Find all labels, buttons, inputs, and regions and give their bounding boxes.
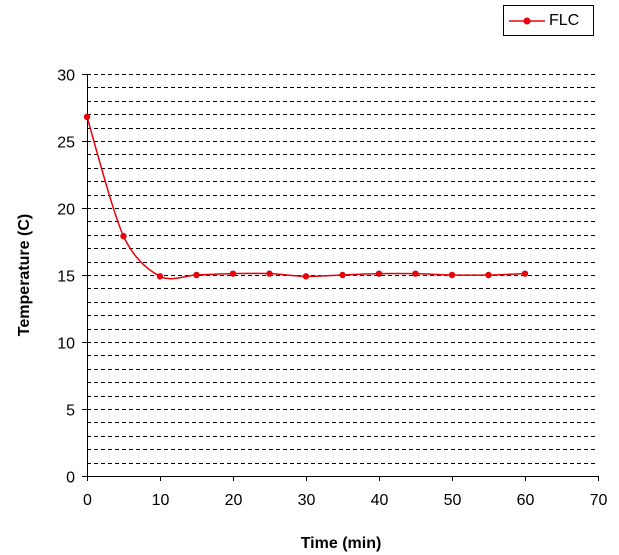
series-layer xyxy=(84,114,528,280)
data-point xyxy=(193,272,199,278)
data-point xyxy=(412,270,418,276)
y-tick-label: 15 xyxy=(57,269,75,286)
y-tick-label: 10 xyxy=(57,336,75,353)
data-point xyxy=(157,273,163,279)
x-tick-label: 0 xyxy=(83,492,92,509)
x-tick-label: 10 xyxy=(152,492,170,509)
x-tick-label: 50 xyxy=(444,492,462,509)
y-axis-title: Temperature (C) xyxy=(16,214,33,336)
x-tick-label: 60 xyxy=(517,492,535,509)
y-tick-label: 30 xyxy=(57,68,75,85)
data-point xyxy=(303,273,309,279)
x-tick-label: 40 xyxy=(371,492,389,509)
x-axis-title: Time (min) xyxy=(301,535,382,552)
data-point xyxy=(485,272,491,278)
y-tick-label: 25 xyxy=(57,135,75,152)
x-tick-label: 70 xyxy=(590,492,608,509)
y-tick-label: 5 xyxy=(66,403,75,420)
data-point xyxy=(522,270,528,276)
legend-swatch-flc xyxy=(507,11,547,31)
data-point xyxy=(230,270,236,276)
legend-marker xyxy=(524,17,531,24)
grid-lines xyxy=(87,75,598,464)
legend-label-flc: FLC xyxy=(549,12,579,30)
data-point xyxy=(449,272,455,278)
data-point xyxy=(376,270,382,276)
legend: FLC xyxy=(503,5,594,36)
x-tick-label: 30 xyxy=(298,492,316,509)
data-point xyxy=(84,114,90,120)
x-tick-label: 20 xyxy=(225,492,243,509)
data-point xyxy=(339,272,345,278)
data-point xyxy=(266,270,272,276)
y-tick-label: 0 xyxy=(66,470,75,487)
y-tick-label: 20 xyxy=(57,202,75,219)
data-point xyxy=(120,233,126,239)
